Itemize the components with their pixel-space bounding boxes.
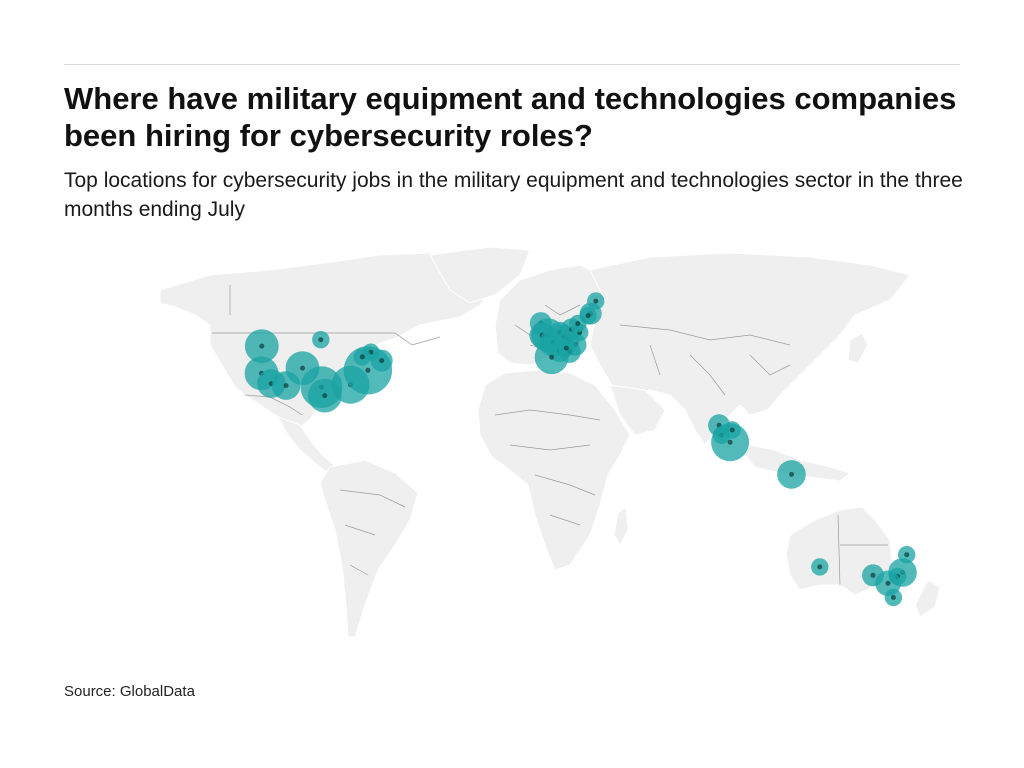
south-america-land xyxy=(319,459,419,638)
south-america-borders xyxy=(339,489,406,576)
japan-land xyxy=(847,332,869,364)
location-dot xyxy=(259,343,265,349)
location-dot xyxy=(563,345,569,351)
asia-borders xyxy=(619,324,791,396)
location-dot xyxy=(904,552,910,558)
location-dot xyxy=(890,595,896,600)
us-mexico-border xyxy=(244,394,303,416)
chart-title: Where have military equipment and techno… xyxy=(64,81,957,153)
location-dot xyxy=(365,367,371,373)
location-dot xyxy=(359,354,365,360)
bubble-layer xyxy=(244,292,917,607)
location-dot xyxy=(789,471,794,477)
world-map xyxy=(159,246,941,638)
chart-subtitle: Top locations for cybersecurity jobs in … xyxy=(64,169,963,221)
location-dot xyxy=(727,439,733,445)
location-dot xyxy=(322,393,328,399)
asia-land xyxy=(589,252,911,446)
central-america-land xyxy=(276,416,335,474)
new-zealand-land xyxy=(914,579,941,618)
madagascar-land xyxy=(613,506,629,547)
location-dot xyxy=(729,427,735,433)
australia-borders xyxy=(837,514,888,586)
location-dot xyxy=(379,358,385,364)
location-dot xyxy=(283,383,289,389)
location-dot xyxy=(817,564,823,570)
greenland-land xyxy=(429,246,531,304)
location-dot xyxy=(318,337,324,343)
land-layer xyxy=(159,246,941,638)
arabia-land xyxy=(609,384,666,436)
location-dot xyxy=(585,313,591,319)
location-dot xyxy=(870,572,876,578)
top-rule xyxy=(64,64,960,65)
location-dot xyxy=(593,298,599,304)
africa-borders xyxy=(494,409,601,526)
source-note: Source: GlobalData xyxy=(64,683,195,700)
us-canada-border xyxy=(212,332,441,346)
location-dot xyxy=(575,321,581,327)
location-dot xyxy=(885,580,891,586)
borders-layer xyxy=(212,285,888,586)
location-dot xyxy=(549,354,555,360)
location-dot xyxy=(300,365,305,371)
africa-land xyxy=(477,369,631,571)
